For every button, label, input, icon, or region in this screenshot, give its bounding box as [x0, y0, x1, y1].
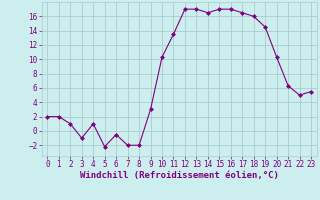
X-axis label: Windchill (Refroidissement éolien,°C): Windchill (Refroidissement éolien,°C) [80, 171, 279, 180]
